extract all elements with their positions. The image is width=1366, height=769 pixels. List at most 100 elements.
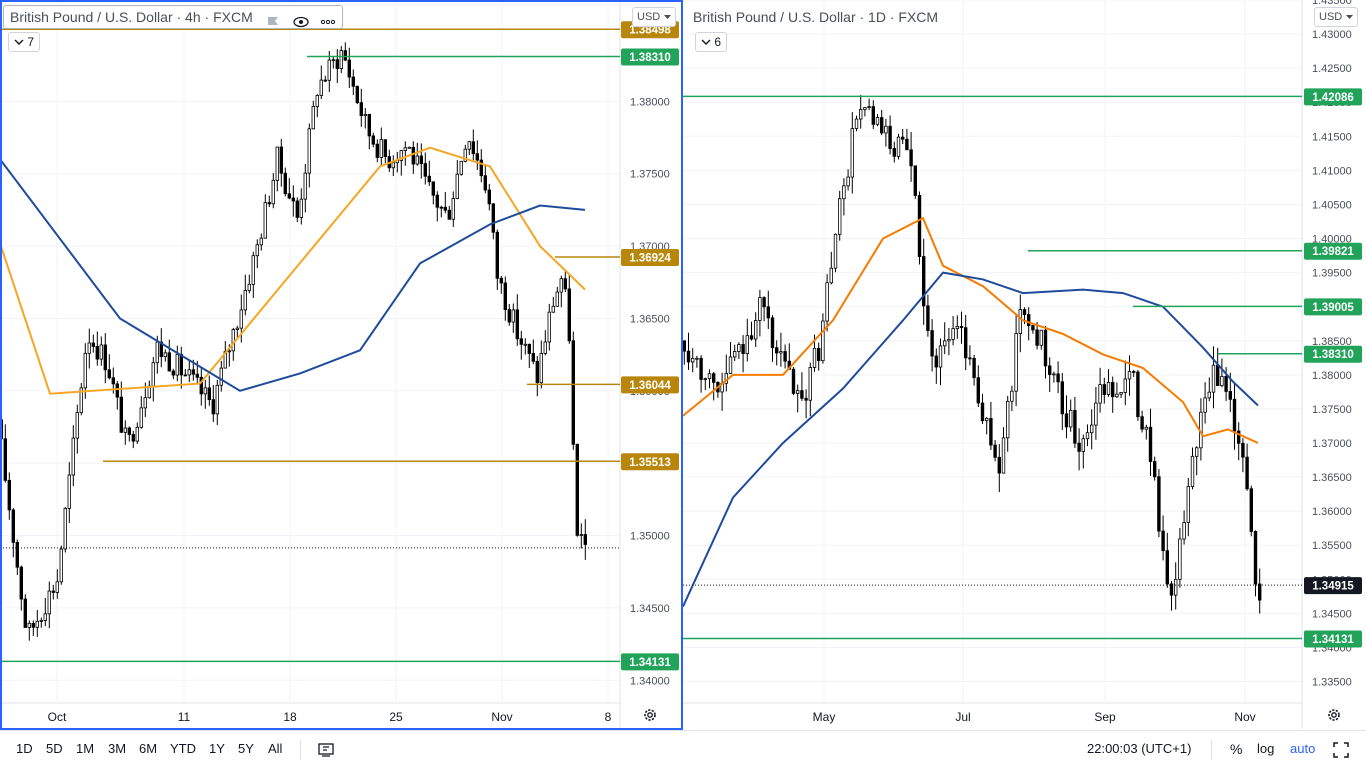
candle-body [391,162,395,169]
candle-body [1077,442,1081,452]
clock-readout[interactable]: 22:00:03 (UTC+1) [1087,741,1192,756]
timeframe-all[interactable]: All [268,741,283,756]
candle-body [1056,373,1060,383]
candle-body [247,283,251,291]
settings-icon[interactable] [1326,707,1342,723]
candle-body [842,185,846,200]
candle-body [371,135,375,145]
auto-scale-toggle[interactable]: auto [1290,741,1316,756]
timeframe-1d[interactable]: 1D [16,741,33,756]
candle-body [812,347,817,368]
candle-body [159,341,163,358]
candle-body [531,353,535,362]
candle-body [351,76,355,87]
timeframe-ytd[interactable]: YTD [170,741,196,756]
candle-body [467,141,471,150]
candle-body [972,358,976,379]
timeframe-5d[interactable]: 5D [46,741,63,756]
candle-body [930,330,934,357]
candle-body [1110,382,1115,398]
candle-body [155,341,159,364]
indicators-toggle[interactable]: 7 [8,32,41,52]
timeframe-6m[interactable]: 6M [139,741,158,756]
y-tick-label: 1.35000 [630,531,670,543]
indicators-toggle[interactable]: 6 [695,32,728,52]
candle-body [335,59,339,69]
candle-body [443,206,447,211]
candle-body [359,102,363,116]
timeframe-5y[interactable]: 5Y [238,741,254,756]
candle-body [459,160,463,175]
chart-pane-4h[interactable]: 1.340001.345001.350001.355001.360001.365… [0,0,683,730]
candle-body [1228,390,1232,400]
candle-body [283,172,287,195]
candle-body [99,344,103,360]
candle-body [863,107,867,110]
candle-body [363,113,367,116]
candle-body [1148,426,1153,462]
candle-body [471,141,475,155]
candle-body [1224,376,1228,392]
candle-body [179,354,183,376]
chart-canvas-4h[interactable]: 1.340001.345001.350001.355001.360001.365… [0,0,682,729]
price-label-pill [1304,88,1362,106]
candle-body [403,147,407,151]
candle-body [1098,384,1102,404]
candle-body [427,175,431,183]
chart-pane-1d[interactable]: 1.335001.340001.345001.350001.355001.360… [683,0,1366,729]
candle-body [279,146,283,174]
candle-body [1140,416,1144,430]
candle-body [686,350,691,363]
candle-body [187,369,191,376]
price-label-text: 1.35513 [629,457,671,469]
indicator-count: 7 [27,35,35,49]
candle-body [475,153,479,161]
eye-icon[interactable] [292,12,309,28]
candle-body [203,387,207,395]
candle-body [703,378,707,381]
chart-canvas-1d[interactable]: 1.335001.340001.345001.350001.355001.360… [683,0,1366,729]
settings-icon[interactable] [642,707,658,723]
candle-body [837,198,842,235]
timeframe-1m[interactable]: 1M [76,741,95,756]
log-scale-toggle[interactable]: log [1257,741,1275,756]
candle-body [1241,442,1245,458]
candle-body [1173,578,1178,596]
candle-body [303,172,307,200]
price-label-pill [621,249,679,267]
candle-body [191,369,195,375]
candle-body [235,327,239,330]
symbol-legend[interactable]: British Pound / U.S. Dollar · 4h · FXCM [3,5,344,29]
currency-selector[interactable]: USD [1314,7,1359,27]
compare-icon[interactable] [317,742,335,763]
price-label-pill [621,48,679,66]
timeframe-1y[interactable]: 1Y [209,741,225,756]
currency-selector[interactable]: USD [632,7,677,27]
candle-body [733,351,737,358]
candle-body [846,176,850,187]
candles [683,95,1262,614]
bottom-toolbar: 1D 5D 1M 3M 6M YTD 1Y 5Y All 22:00:03 (U… [0,730,1366,769]
more-icon[interactable] [320,12,336,25]
candle-body [947,339,951,342]
percent-scale-toggle[interactable]: % [1230,741,1243,757]
candle-body [1186,486,1190,523]
candle-body [833,233,838,269]
candle-body [1115,393,1119,398]
candle-body [251,255,255,285]
fullscreen-icon[interactable] [1333,742,1349,763]
y-tick-label: 1.37000 [1312,438,1352,450]
candle-body [1005,400,1010,439]
candle-body [850,128,854,178]
candle-body [491,203,495,233]
flag-icon[interactable] [265,12,281,26]
candle-body [1211,364,1216,393]
symbol-legend[interactable]: British Pound / U.S. Dollar · 1D · FXCM [693,6,938,28]
candle-body [1039,329,1043,346]
candle-body [1026,314,1031,326]
candle-body [503,282,507,310]
candle-body [711,373,716,383]
candle-body [913,165,917,196]
candle-body [71,437,75,476]
timeframe-3m[interactable]: 3M [108,741,127,756]
